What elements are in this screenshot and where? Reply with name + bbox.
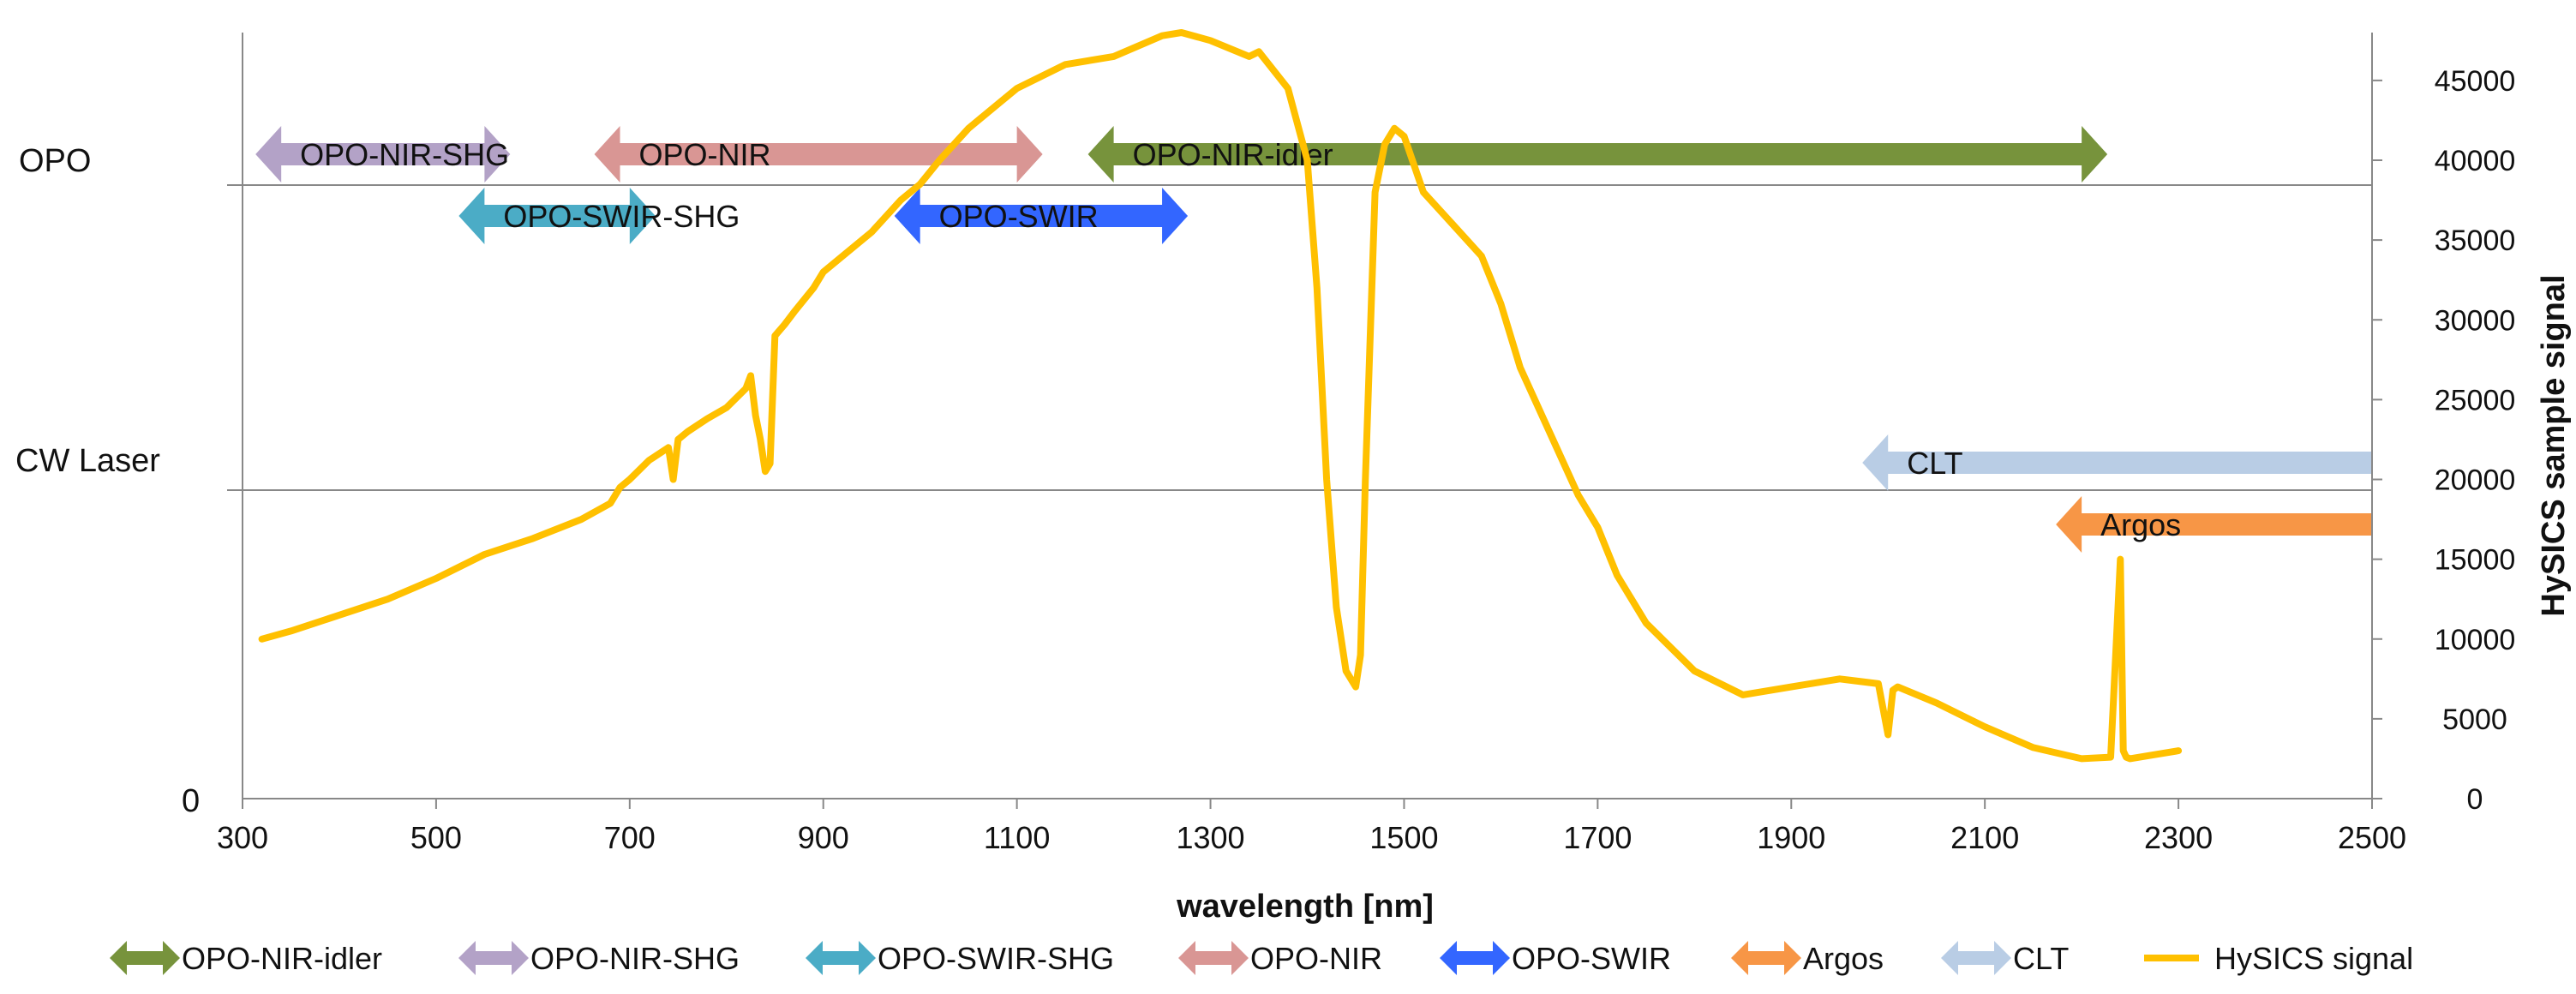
x-tick-label: 2300 — [2144, 820, 2213, 855]
range-bars: OPO-NIR-idler OPO-NIR-SHG OPO-SWIR-SHG OPO-… — [255, 126, 2372, 553]
y-tick-label: 10000 — [2435, 624, 2516, 656]
range-bar-shape — [1087, 126, 2108, 183]
legend-label: OPO-SWIR — [1512, 941, 1671, 976]
legend-swatch — [1178, 941, 1249, 975]
x-tick-label: 1100 — [984, 820, 1050, 855]
y-tick-label: 40000 — [2435, 145, 2516, 177]
legend-item-opo-nir-shg: OPO-NIR-SHG — [458, 941, 740, 976]
y-tick-label: 30000 — [2435, 304, 2516, 337]
category-label-cw-laser: CW Laser — [15, 443, 160, 479]
range-bar-shape — [255, 126, 511, 183]
x-tick-label: 2100 — [1950, 820, 2019, 855]
legend-swatch — [110, 941, 180, 975]
y-tick-label: 35000 — [2435, 225, 2516, 257]
legend-label: OPO-SWIR-SHG — [878, 941, 1114, 976]
y-tick-label: 5000 — [2442, 704, 2507, 736]
legend-item-argos: Argos — [1731, 941, 1884, 976]
legend-item-opo-swir-shg: OPO-SWIR-SHG — [806, 941, 1114, 976]
range-bar-label: CLT — [1907, 446, 1962, 481]
range-bar-shape — [2056, 496, 2372, 553]
range-bar-opo-swir-shg: OPO-SWIR-SHG — [458, 188, 740, 244]
range-bar-opo-nir: OPO-NIR — [594, 126, 1043, 183]
y-tick-label: 25000 — [2435, 384, 2516, 416]
range-bar-label: OPO-NIR-SHG — [300, 137, 509, 172]
legend-label: OPO-NIR-SHG — [530, 941, 740, 976]
range-bar-label: OPO-SWIR — [939, 199, 1099, 234]
range-bar-label: Argos — [2100, 507, 2181, 542]
x-tick-label: 900 — [798, 820, 849, 855]
legend-swatch — [458, 941, 529, 975]
legend-label: HySICS signal — [2214, 941, 2413, 976]
range-bar-opo-nir-idler: OPO-NIR-idler — [1087, 126, 2108, 183]
range-bar-clt: CLT — [1862, 434, 2372, 491]
legend-swatch — [1731, 941, 1801, 975]
series-line-hysics-signal — [258, 29, 2183, 763]
x-tick-label: 1300 — [1176, 820, 1244, 855]
legend-swatch — [1440, 941, 1510, 975]
x-tick-label: 300 — [217, 820, 268, 855]
x-tick-label: 2500 — [2338, 820, 2406, 855]
range-bar-shape — [458, 188, 656, 244]
x-tick-label: 1700 — [1563, 820, 1632, 855]
range-bar-shape — [1862, 434, 2372, 491]
x-tick-label: 500 — [410, 820, 462, 855]
legend-item-hysics-signal: HySICS signal — [2144, 941, 2413, 976]
legend-label: OPO-NIR-idler — [182, 941, 382, 976]
range-bar-label: OPO-SWIR-SHG — [503, 199, 740, 234]
range-bar-shape — [894, 188, 1189, 244]
legend-label: Argos — [1803, 941, 1884, 976]
y-tick-label: 20000 — [2435, 464, 2516, 497]
x-tick-label: 1900 — [1757, 820, 1825, 855]
legend-label: OPO-NIR — [1250, 941, 1382, 976]
legend-swatch — [1941, 941, 2011, 975]
legend-item-clt: CLT — [1941, 941, 2069, 976]
x-tick-label: 700 — [604, 820, 656, 855]
legend: OPO-NIR-idler OPO-NIR-SHG OPO-SWIR-SHG OPO-… — [110, 941, 2413, 976]
y-tick-label: 45000 — [2435, 65, 2516, 98]
y-tick-label: 15000 — [2435, 544, 2516, 577]
x-tick-label: 1500 — [1369, 820, 1438, 855]
legend-item-opo-nir: OPO-NIR — [1178, 941, 1382, 976]
y-axis-title-right: HySICS sample signal — [2536, 274, 2572, 616]
legend-item-opo-swir: OPO-SWIR — [1440, 941, 1671, 976]
series-lines — [258, 29, 2183, 763]
range-bar-label: OPO-NIR — [639, 137, 771, 172]
legend-label: CLT — [2013, 941, 2069, 976]
x-axis-title: wavelength [nm] — [1176, 889, 1434, 925]
y-tick-label: 0 — [2467, 783, 2483, 816]
grid-layer — [227, 184, 2372, 491]
legend-swatch — [806, 941, 876, 975]
range-bar-opo-swir: OPO-SWIR — [894, 188, 1189, 244]
left-axis-zero-label: 0 — [182, 783, 200, 819]
legend-item-opo-nir-idler: OPO-NIR-idler — [110, 941, 382, 976]
range-bar-opo-nir-shg: OPO-NIR-SHG — [255, 126, 511, 183]
axes: 300 500 700 900 1100 1300 1500 1700 1900 2100 2300… — [217, 33, 2515, 855]
range-bar-shape — [594, 126, 1043, 183]
category-label-opo: OPO — [19, 143, 91, 179]
range-bar-argos: Argos — [2056, 496, 2372, 553]
